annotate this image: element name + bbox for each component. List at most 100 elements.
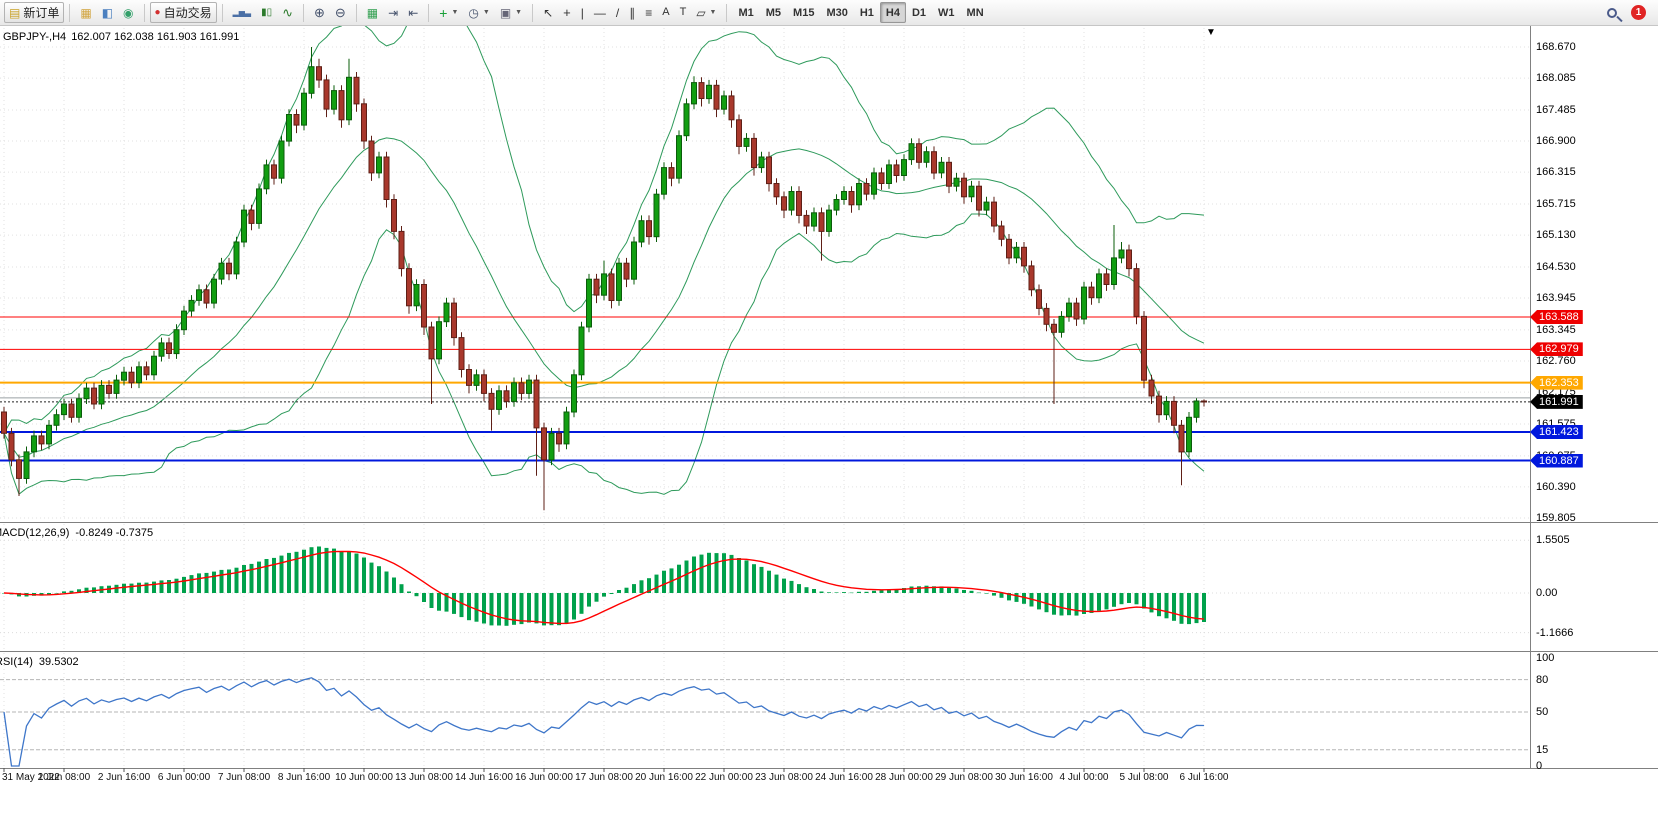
timeframe-m5-button-label: M5 bbox=[765, 6, 782, 19]
zoom-out-icon[interactable]: ⊖ bbox=[330, 2, 351, 23]
chart-shift-icon: ⇤ bbox=[408, 5, 419, 20]
horizontal-line-icon[interactable]: — bbox=[589, 2, 611, 23]
symbol-period-label: GBPJPY-,H4 bbox=[3, 31, 67, 43]
toolbar-separator bbox=[69, 3, 71, 22]
label-icon: T bbox=[679, 6, 687, 18]
new-order-button[interactable]: ▤ 新订单 bbox=[4, 2, 65, 23]
charts-grid-icon: ▦ bbox=[80, 5, 92, 20]
main-toolbar: ▤ 新订单 ▦ ◧ ◉ ● 自动交易 ▂▅▃ ▮▯ ∿ ⊕ ⊖ ▦ ⇥ ⇤ + ▼ ◷ ▼ ▣ ▼ ↖ + | — / ∥ ≡ A T ▱ ▼… bbox=[0, 0, 1658, 26]
dropdown-arrow-icon: ▼ bbox=[482, 9, 490, 16]
chart-title: GBPJPY-,H4 162.007 162.038 161.903 161.99… bbox=[3, 31, 244, 43]
notification-badge[interactable]: 1 bbox=[1631, 5, 1646, 20]
toolbar-group-timeframes: M1 M5 M15 M30 H1 H4 D1 W1 MN bbox=[732, 2, 989, 23]
label-icon[interactable]: T bbox=[675, 2, 692, 23]
timeframe-h1-button-label: H1 bbox=[859, 6, 874, 19]
timeframe-m1-button-label: M1 bbox=[738, 6, 754, 19]
periods-icon[interactable]: ◷ ▼ bbox=[463, 2, 494, 23]
auto-scroll-icon[interactable]: ⇥ bbox=[383, 2, 403, 23]
trendline-icon: / bbox=[615, 5, 620, 20]
dropdown-arrow-icon: ▼ bbox=[709, 9, 717, 16]
macd-name: MACD(12,26,9) bbox=[0, 527, 70, 539]
toolbar-group-autotrading: ● 自动交易 bbox=[149, 2, 217, 23]
cursor-icon[interactable]: ↖ bbox=[538, 2, 558, 23]
timeframe-w1-button[interactable]: W1 bbox=[932, 2, 961, 23]
timeframe-mn-button[interactable]: MN bbox=[961, 2, 990, 23]
line-chart-icon: ∿ bbox=[282, 5, 293, 20]
panel-separators bbox=[0, 26, 1658, 772]
shapes-icon[interactable]: ▱ ▼ bbox=[691, 2, 721, 23]
text-icon: A bbox=[662, 6, 670, 18]
cursor-icon: ↖ bbox=[543, 5, 554, 20]
zoom-in-icon: ⊕ bbox=[313, 5, 325, 20]
templates-icon: ▣ bbox=[499, 5, 512, 20]
add-indicator-icon: + bbox=[439, 4, 448, 21]
timeframe-d1-button[interactable]: D1 bbox=[906, 2, 932, 23]
macd-panel bbox=[2, 546, 1206, 626]
toolbar-separator bbox=[143, 3, 145, 22]
toolbar-separator bbox=[302, 3, 304, 22]
text-icon[interactable]: A bbox=[657, 2, 674, 23]
timeframe-m1-button[interactable]: M1 bbox=[732, 2, 759, 23]
timeframe-h4-button[interactable]: H4 bbox=[879, 2, 906, 23]
rsi-line bbox=[3, 677, 1205, 767]
channel-icon: ∥ bbox=[629, 5, 636, 20]
timeframe-h1-button[interactable]: H1 bbox=[854, 2, 880, 23]
auto-scroll-icon: ⇥ bbox=[388, 5, 399, 20]
scroll-to-end-icon[interactable]: ▼ bbox=[1206, 27, 1216, 38]
crosshair-icon[interactable]: + bbox=[558, 2, 576, 23]
toolbar-group-insert: + ▼ ◷ ▼ ▣ ▼ bbox=[434, 2, 527, 23]
toolbar-separator bbox=[532, 3, 534, 22]
toolbar-separator bbox=[726, 3, 728, 22]
candlestick-chart-icon: ▮▯ bbox=[261, 6, 273, 18]
macd-values: -0.8249 -0.7375 bbox=[75, 527, 154, 539]
rsi-value: 39.5302 bbox=[38, 656, 79, 668]
toolbar-group-zoom: ⊕ ⊖ bbox=[309, 2, 351, 23]
vertical-line-icon[interactable]: | bbox=[576, 2, 589, 23]
line-chart-icon[interactable]: ∿ bbox=[277, 2, 298, 23]
tile-windows-icon[interactable]: ▦ bbox=[362, 2, 383, 23]
timeframe-mn-button-label: MN bbox=[966, 6, 984, 19]
tile-windows-icon: ▦ bbox=[366, 5, 379, 20]
toolbar-group-arrange: ▦ ⇥ ⇤ bbox=[362, 2, 423, 23]
chart-shift-icon[interactable]: ⇤ bbox=[403, 2, 423, 23]
templates-icon[interactable]: ▣ ▼ bbox=[495, 2, 527, 23]
profiles-icon[interactable]: ◧ bbox=[97, 2, 118, 23]
horizontal-line-icon: — bbox=[593, 5, 606, 20]
vertical-line-icon: | bbox=[580, 5, 584, 20]
horizontal-lines bbox=[0, 316, 1530, 462]
toolbar-buttons: ▤ 新订单 ▦ ◧ ◉ ● 自动交易 ▂▅▃ ▮▯ ∿ ⊕ ⊖ ▦ ⇥ ⇤ + ▼ ◷ ▼ ▣ ▼ ↖ + | — / ∥ ≡ A T ▱ ▼… bbox=[4, 2, 990, 23]
refresh-icon: ◉ bbox=[123, 5, 134, 20]
timeframe-m5-button[interactable]: M5 bbox=[760, 2, 787, 23]
zoom-in-icon[interactable]: ⊕ bbox=[309, 2, 330, 23]
charts-grid-icon[interactable]: ▦ bbox=[75, 2, 96, 23]
refresh-icon[interactable]: ◉ bbox=[118, 2, 138, 23]
toolbar-separator bbox=[428, 3, 430, 22]
trendline-icon[interactable]: / bbox=[611, 2, 624, 23]
fibonacci-icon[interactable]: ≡ bbox=[640, 2, 657, 23]
new-order-button-label: 新订单 bbox=[23, 6, 60, 20]
autotrading-button[interactable]: ● 自动交易 bbox=[149, 2, 217, 23]
dropdown-arrow-icon: ▼ bbox=[515, 9, 523, 16]
search-button[interactable] bbox=[1602, 2, 1622, 23]
autotrading-icon: ● bbox=[154, 6, 161, 18]
shapes-icon: ▱ bbox=[696, 5, 706, 20]
toolbar-separator bbox=[221, 3, 223, 22]
timeframe-w1-button-label: W1 bbox=[938, 6, 955, 19]
add-indicator-icon[interactable]: + ▼ bbox=[434, 2, 463, 23]
new-order-icon: ▤ bbox=[9, 5, 21, 20]
toolbar-group-line-studies: ↖ + | — / ∥ ≡ A T ▱ ▼ bbox=[538, 2, 721, 23]
channel-icon[interactable]: ∥ bbox=[624, 2, 640, 23]
periods-icon: ◷ bbox=[468, 5, 479, 20]
candlestick-chart-icon[interactable]: ▮▯ bbox=[256, 2, 277, 23]
candlesticks bbox=[1, 47, 1207, 511]
timeframe-h4-button-label: H4 bbox=[885, 6, 900, 19]
timeframe-m15-button[interactable]: M15 bbox=[787, 2, 820, 23]
ohlc-values: 162.007 162.038 161.903 161.991 bbox=[71, 31, 240, 43]
autotrading-button-label: 自动交易 bbox=[163, 6, 212, 20]
toolbar-group-orders: ▤ 新订单 bbox=[4, 2, 65, 23]
toolbar-group-chart-type: ▂▅▃ ▮▯ ∿ bbox=[228, 2, 298, 23]
timeframe-m30-button[interactable]: M30 bbox=[820, 2, 853, 23]
bar-chart-icon[interactable]: ▂▅▃ bbox=[228, 2, 256, 23]
rsi-name: RSI(14) bbox=[0, 656, 33, 668]
